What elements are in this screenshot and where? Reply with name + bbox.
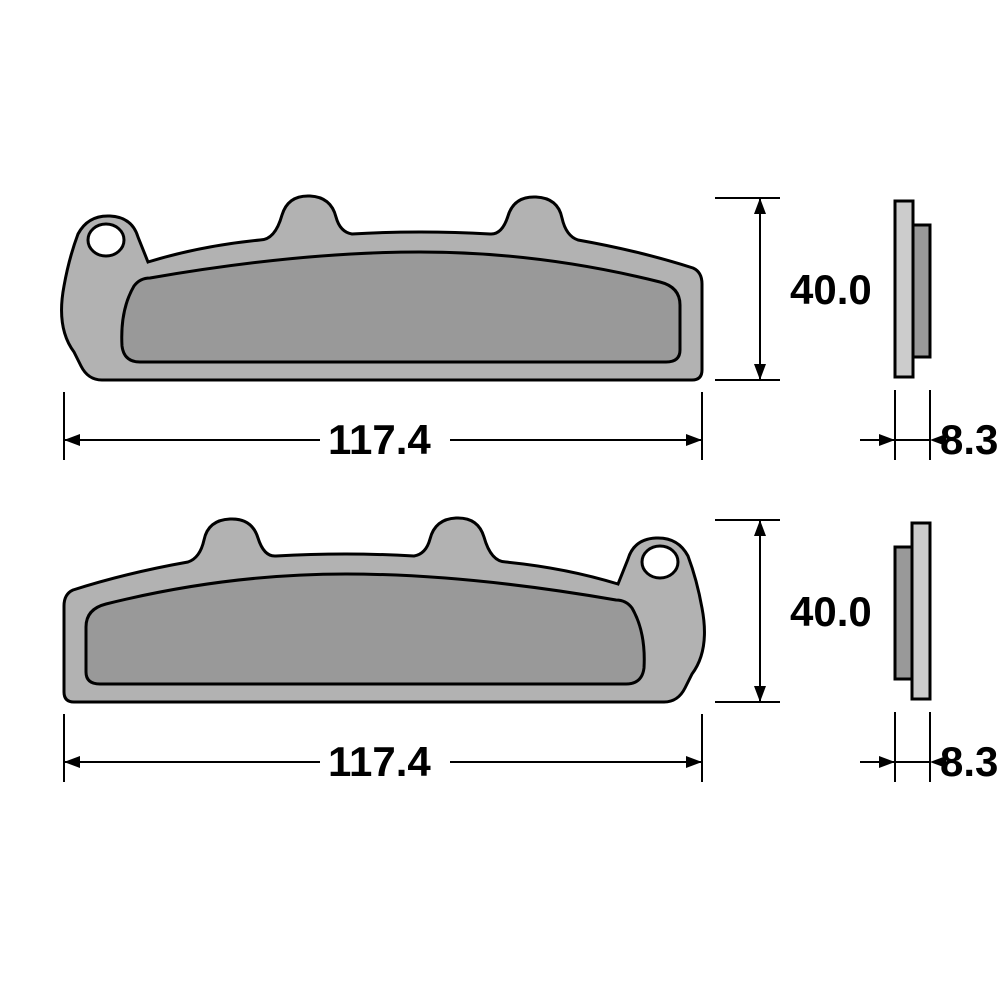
brake-pad-bottom-hole bbox=[642, 546, 678, 578]
dim-top-thickness: 8.3 bbox=[860, 390, 998, 463]
brake-pad-top bbox=[62, 196, 702, 380]
dim-top-thickness-label: 8.3 bbox=[940, 416, 998, 463]
side-profile-bottom bbox=[895, 523, 930, 699]
dim-bottom-width: 117.4 bbox=[64, 714, 702, 786]
brake-pad-top-friction bbox=[122, 252, 680, 362]
dim-top-width: 117.4 bbox=[64, 392, 702, 464]
dim-top-height-label: 40.0 bbox=[790, 266, 872, 313]
dim-bottom-thickness-label: 8.3 bbox=[940, 738, 998, 785]
brake-pad-top-hole bbox=[88, 224, 124, 256]
dim-top-width-label: 117.4 bbox=[328, 416, 431, 463]
brake-pad-bottom-friction bbox=[86, 574, 644, 684]
dim-bottom-width-label: 117.4 bbox=[328, 738, 431, 785]
side-profile-top bbox=[895, 201, 930, 377]
dim-bottom-thickness: 8.3 bbox=[860, 712, 998, 785]
brake-pad-bottom bbox=[64, 518, 704, 702]
dim-bottom-height-label: 40.0 bbox=[790, 588, 872, 635]
dim-top-height: 40.0 bbox=[715, 198, 872, 380]
brake-pad-diagram: 40.0 117.4 8.3 40.0 bbox=[0, 0, 1000, 1000]
dim-bottom-height: 40.0 bbox=[715, 520, 872, 702]
